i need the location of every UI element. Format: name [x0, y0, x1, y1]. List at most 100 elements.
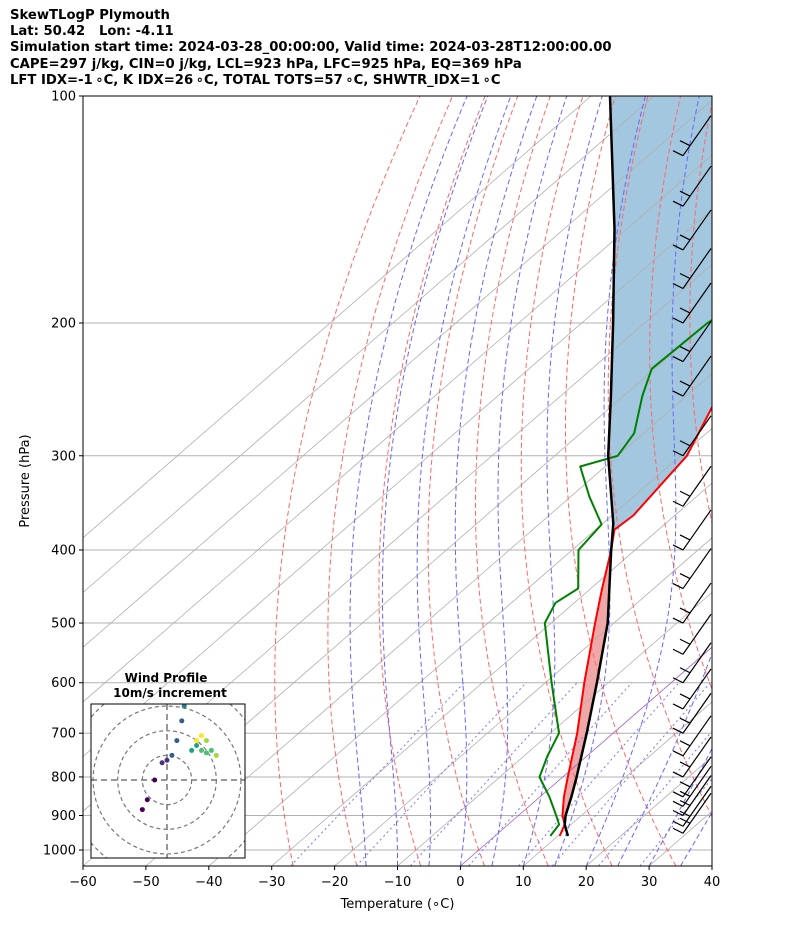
dry-adiabat	[427, 96, 519, 866]
hodograph-point	[179, 718, 185, 724]
wind-barb-shaft	[682, 248, 712, 289]
y-tick-label: 100	[51, 90, 76, 105]
x-tick-label: −30	[258, 875, 285, 890]
x-tick-label: 20	[578, 875, 595, 890]
wind-barbs	[672, 96, 712, 834]
header: SkewTLogP Plymouth Lat: 50.42 Lon: -4.11…	[10, 8, 612, 89]
wind-barb	[672, 668, 712, 710]
wind-barb-flag	[679, 761, 691, 768]
mixing-ratio-line	[468, 682, 633, 866]
mixing-ratio-line	[639, 777, 712, 866]
mixing-ratio-line	[551, 682, 711, 866]
wind-barb-flag	[672, 150, 684, 157]
wind-barb	[672, 115, 712, 157]
hodograph-point	[164, 757, 170, 763]
wind-barb-flag	[672, 583, 684, 590]
wind-barb	[672, 715, 712, 757]
moist-adiabat	[522, 96, 603, 866]
y-tick-label: 1000	[43, 844, 76, 859]
wind-barb	[672, 792, 712, 834]
wind-barb-flag	[679, 272, 691, 280]
y-tick-label: 600	[51, 676, 76, 691]
hodograph-point	[208, 747, 214, 753]
location-line: Lat: 50.42 Lon: -4.11	[10, 24, 174, 40]
wind-barb-flag	[679, 607, 691, 614]
y-tick-label: 500	[51, 617, 76, 632]
x-tick-label: 40	[704, 875, 721, 890]
hodograph-plot	[91, 704, 245, 858]
wind-barb	[672, 785, 712, 827]
wind-barb-flag	[679, 693, 691, 700]
wind-barb	[672, 321, 712, 363]
dry-adiabat	[327, 96, 453, 866]
plot-area	[83, 96, 712, 866]
moist-adiabat	[349, 96, 468, 866]
wind-barb	[672, 548, 712, 590]
wind-barb-flag	[679, 190, 691, 197]
mixing-ratio-line	[518, 682, 680, 866]
hodograph-point	[198, 733, 204, 739]
wind-barb-shaft	[682, 668, 712, 710]
hodograph-point	[169, 752, 175, 758]
mixing-ratio-line	[290, 682, 465, 866]
mixing-ratio-line	[410, 682, 578, 866]
wind-barb-flag	[672, 450, 684, 457]
wind-barb-flag	[679, 534, 691, 541]
hodograph-point	[139, 807, 145, 813]
wind-barb	[681, 96, 684, 97]
y-axis-label: Pressure (hPa)	[18, 434, 33, 527]
wind-barb-flag	[679, 307, 691, 314]
wind-barb-flag	[679, 638, 691, 645]
hodograph-point	[194, 743, 200, 749]
hodograph-point	[194, 738, 200, 744]
skewed-isotherm	[83, 154, 712, 703]
wind-barb-flag	[672, 750, 684, 757]
moist-adiabat	[454, 96, 538, 866]
x-tick-label: −60	[69, 875, 96, 890]
dry-adiabat	[649, 96, 712, 691]
y-tick-label: 200	[51, 316, 76, 331]
hodograph-point	[189, 747, 195, 753]
wind-barb	[672, 756, 712, 798]
wind-barb-flag	[672, 356, 684, 363]
cape-area	[608, 96, 712, 550]
wind-barb	[672, 165, 712, 207]
hodograph-point	[203, 738, 209, 744]
wind-barb	[672, 692, 712, 734]
wind-barb-flag	[672, 800, 684, 807]
hodograph-point	[174, 738, 180, 744]
wind-barb-shaft	[682, 321, 712, 362]
wind-barb	[672, 775, 712, 817]
hodograph-title: Wind Profile	[125, 671, 208, 685]
wind-barb-flag	[679, 140, 691, 147]
x-tick-label: −50	[132, 875, 159, 890]
indices-line-2: LFT IDX=-1 ∘C, K IDX=26 ∘C, TOTAL TOTS=5…	[10, 72, 501, 88]
wind-barb-shaft	[682, 765, 712, 807]
dewpoint-profile	[538, 319, 712, 837]
wind-barb-flag	[679, 380, 691, 387]
wind-barb-shaft	[682, 775, 712, 816]
dry-adiabat	[274, 96, 421, 866]
moist-adiabat	[491, 96, 568, 866]
wind-barb-flag	[672, 648, 684, 655]
hodograph-point	[198, 747, 204, 753]
moist-adiabat	[554, 96, 646, 866]
moist-adiabat	[585, 96, 700, 866]
skewed-isotherm	[83, 96, 655, 594]
times-line: Simulation start time: 2024-03-28_00:00:…	[10, 40, 612, 56]
skewed-isotherm	[83, 99, 712, 648]
wind-barb	[672, 355, 712, 397]
y-tick-label: 400	[51, 543, 76, 558]
wind-barb-shaft	[682, 465, 712, 507]
x-tick-label: 30	[641, 875, 658, 890]
dry-adiabat	[520, 96, 613, 866]
wind-barb-flag	[672, 703, 684, 710]
wind-barb	[672, 209, 712, 251]
wind-barb-flag	[672, 317, 684, 324]
wind-barb-shaft	[682, 415, 712, 457]
wind-barb-flag	[672, 544, 684, 551]
x-tick-label: −40	[195, 875, 222, 890]
hodograph-point	[144, 797, 150, 803]
